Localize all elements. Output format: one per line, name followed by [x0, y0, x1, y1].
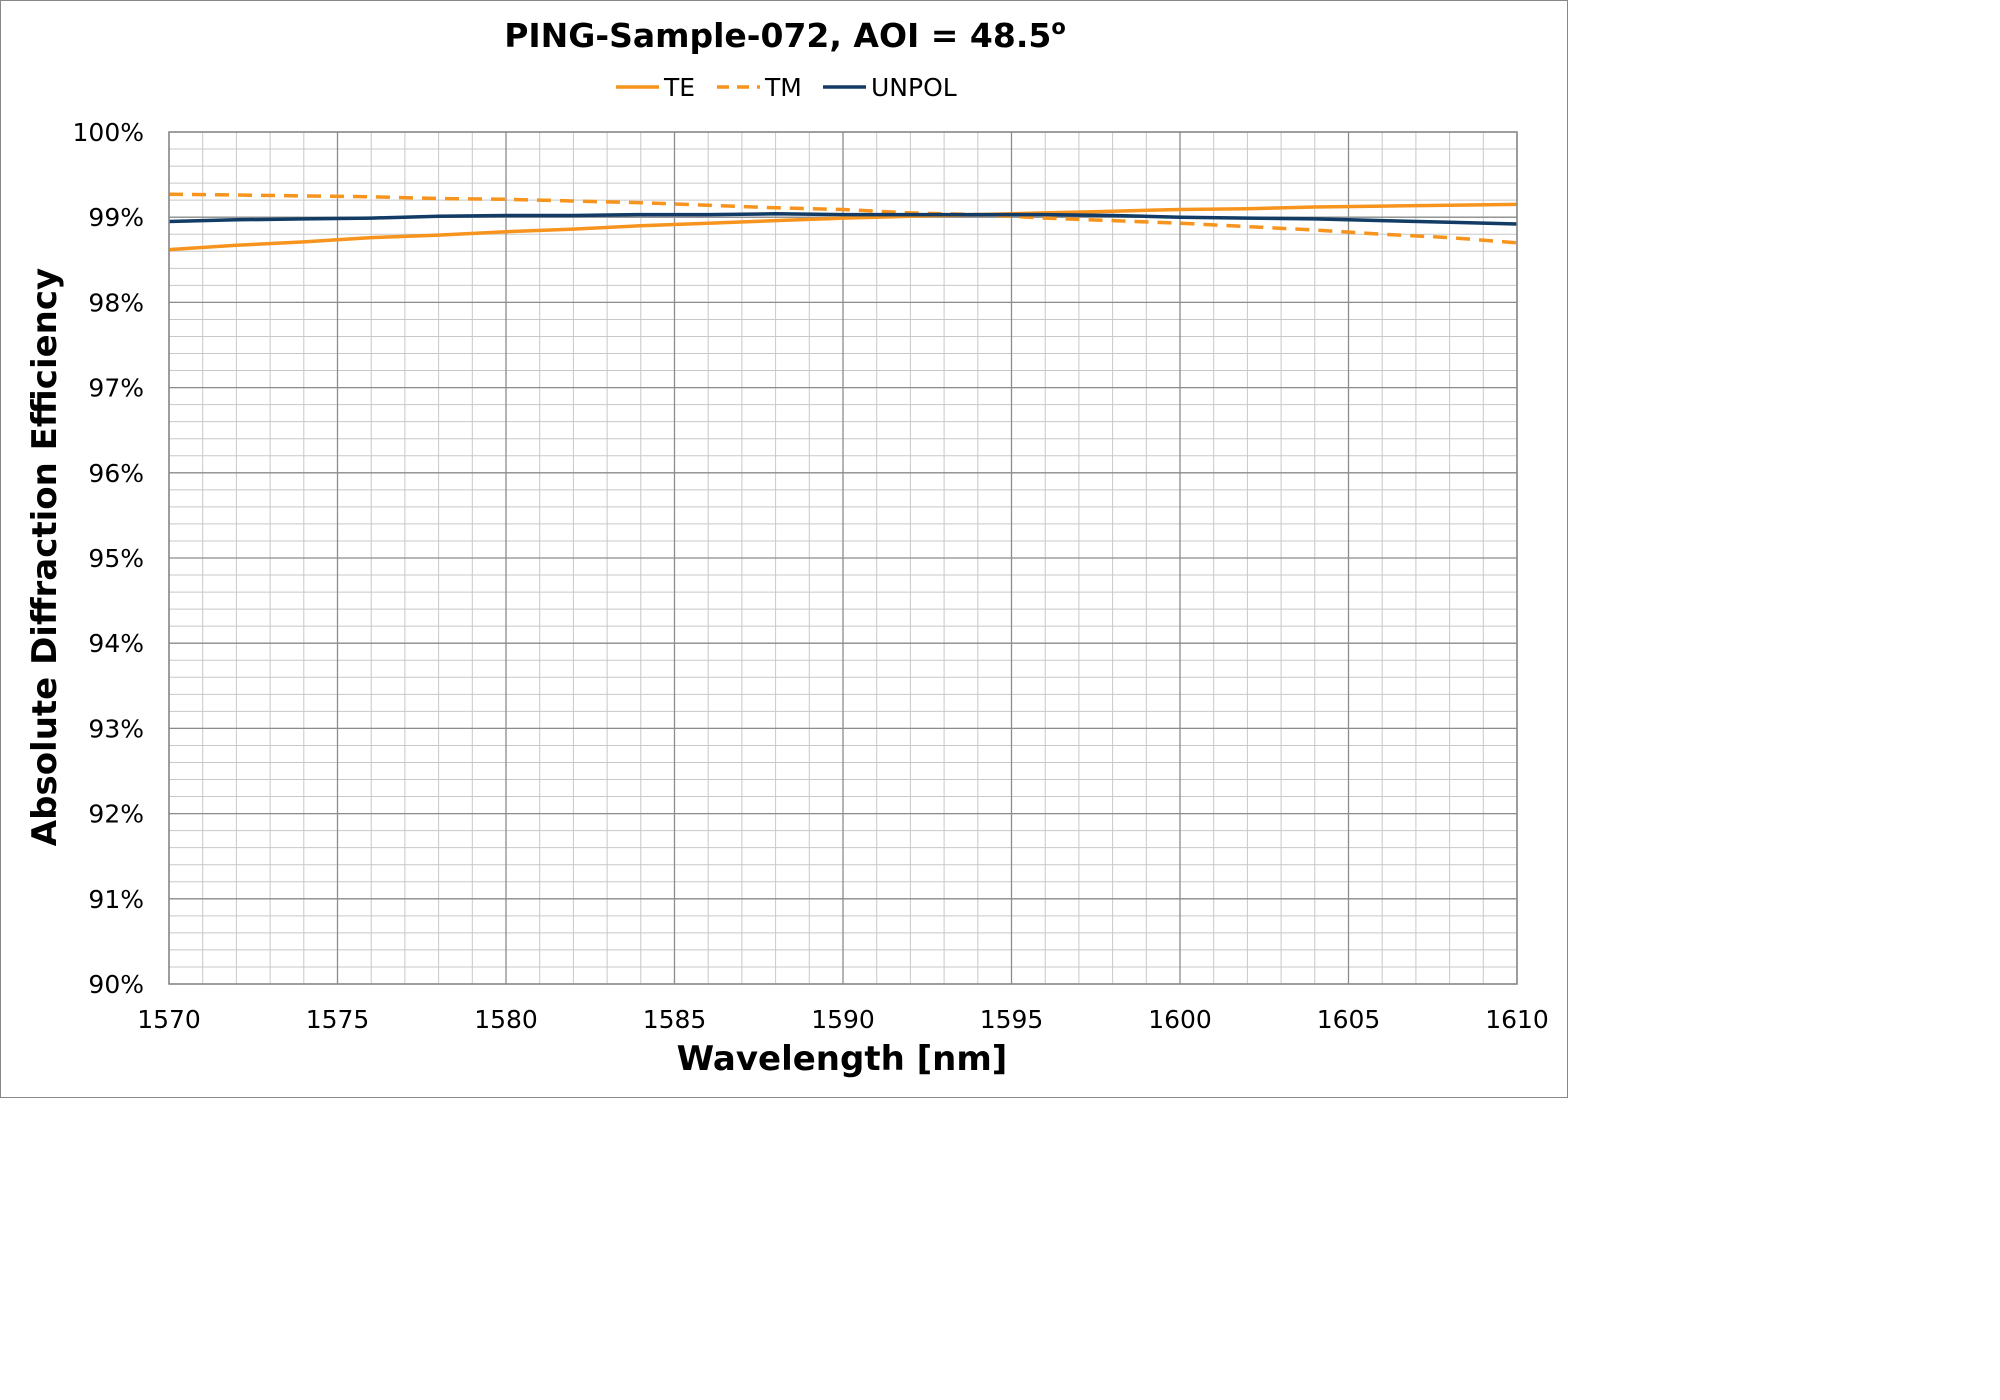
- chart-title-superscript: o: [1051, 15, 1065, 39]
- y-tick-label: 91%: [88, 885, 144, 914]
- y-tick-label: 98%: [88, 288, 144, 317]
- y-tick-label: 97%: [88, 374, 144, 403]
- y-tick-label: 94%: [88, 629, 144, 658]
- chart-root: 1570 1575 1580 1585 1590 1595 1600 1605 1610 90% 9…: [0, 0, 1568, 1098]
- legend-label-te: TE: [663, 73, 695, 102]
- legend-item-unpol: UNPOL: [823, 73, 957, 102]
- x-tick-label: 1585: [643, 1005, 707, 1034]
- plot-frame: [168, 131, 1518, 985]
- chart-title-main: PING-Sample-072, AOI = 48.5: [504, 16, 1051, 55]
- y-tick-label: 95%: [88, 544, 144, 573]
- x-tick-label: 1595: [980, 1005, 1044, 1034]
- legend-label-unpol: UNPOL: [871, 73, 957, 102]
- y-tick-label: 93%: [88, 714, 144, 743]
- x-axis-label: Wavelength [nm]: [677, 1039, 1008, 1079]
- tick-layer: 1570 1575 1580 1585 1590 1595 1600 1605 1610 90% 9…: [73, 118, 1549, 1034]
- chart-title: PING-Sample-072, AOI = 48.5o: [504, 15, 1066, 55]
- x-tick-label: 1605: [1317, 1005, 1381, 1034]
- y-tick-label: 100%: [73, 118, 144, 147]
- y-axis-label: Absolute Diffraction Efficiency: [25, 268, 65, 846]
- y-tick-label: 96%: [88, 459, 144, 488]
- legend-item-tm: TM: [717, 73, 802, 102]
- x-tick-label: 1570: [137, 1005, 201, 1034]
- y-tick-label: 92%: [88, 800, 144, 829]
- x-tick-label: 1575: [306, 1005, 370, 1034]
- legend: TE TM UNPOL: [616, 73, 957, 102]
- series-layer: [168, 192, 1518, 252]
- x-tick-label: 1600: [1148, 1005, 1212, 1034]
- grid-layer: [168, 131, 1518, 985]
- y-tick-label: 90%: [88, 970, 144, 999]
- chart-svg: 1570 1575 1580 1585 1590 1595 1600 1605 1610 90% 9…: [25, 15, 1549, 1079]
- series-line-tm: [168, 192, 1518, 245]
- legend-label-tm: TM: [764, 73, 802, 102]
- x-tick-label: 1580: [474, 1005, 538, 1034]
- series-line-te: [168, 202, 1518, 252]
- legend-item-te: TE: [616, 73, 695, 102]
- x-tick-label: 1590: [811, 1005, 875, 1034]
- series-line-unpol: [168, 212, 1518, 226]
- y-tick-label: 99%: [88, 203, 144, 232]
- x-tick-label: 1610: [1485, 1005, 1549, 1034]
